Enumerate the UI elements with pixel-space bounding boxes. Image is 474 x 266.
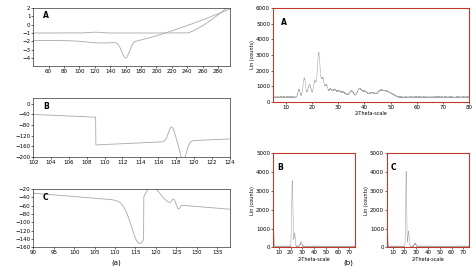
Y-axis label: Lin (counts): Lin (counts) [250, 186, 255, 215]
Text: B: B [43, 102, 49, 111]
X-axis label: 2-Theta-scale: 2-Theta-scale [355, 111, 387, 116]
Text: A: A [281, 18, 287, 27]
Text: (a): (a) [111, 260, 121, 266]
Text: A: A [43, 11, 49, 20]
Text: C: C [43, 193, 49, 202]
Text: (b): (b) [344, 260, 353, 266]
X-axis label: 2-Theta-scale: 2-Theta-scale [411, 256, 444, 261]
Text: C: C [391, 163, 396, 172]
Text: B: B [277, 163, 283, 172]
X-axis label: 2-Theta-scale: 2-Theta-scale [298, 256, 330, 261]
Y-axis label: Lin (counts): Lin (counts) [364, 186, 369, 215]
Y-axis label: Lin (counts): Lin (counts) [250, 40, 255, 69]
